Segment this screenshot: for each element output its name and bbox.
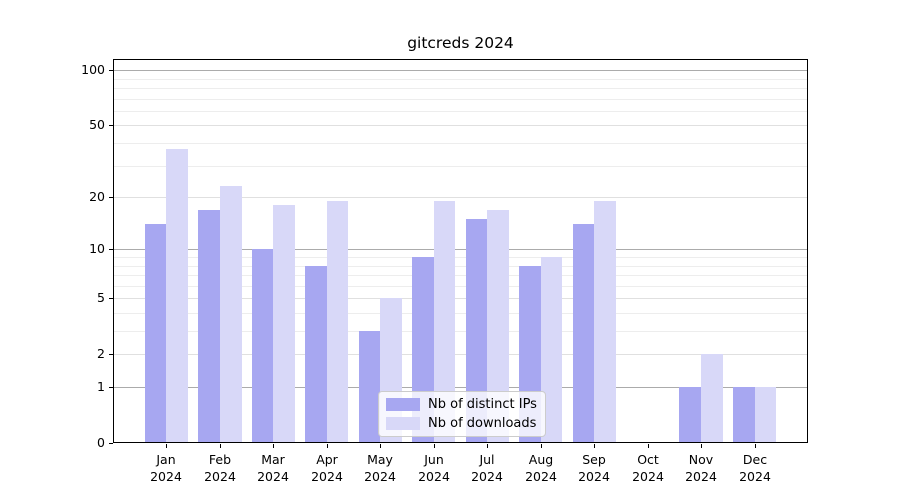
minor-gridline <box>113 111 808 112</box>
gridline <box>113 197 808 198</box>
minor-gridline <box>113 286 808 287</box>
x-tick-label: Feb 2024 <box>204 452 236 484</box>
minor-gridline <box>113 143 808 144</box>
bar-jul-distinct-ips <box>465 219 488 443</box>
y-axis-tick <box>109 443 113 444</box>
bar-feb-distinct-ips <box>198 209 220 443</box>
x-axis-tick <box>434 444 435 448</box>
decade-gridline <box>113 387 808 388</box>
x-tick-label: Sep 2024 <box>578 452 610 484</box>
x-tick-label: Mar 2024 <box>257 452 289 484</box>
bar-may-distinct-ips <box>358 331 381 443</box>
bar-aug-downloads <box>540 256 563 443</box>
decade-gridline <box>113 249 808 250</box>
bar-jan-distinct-ips <box>144 224 167 443</box>
x-axis-tick <box>327 444 328 448</box>
bar-sep-distinct-ips <box>572 224 595 443</box>
y-axis-tick <box>109 197 113 198</box>
bar-apr-distinct-ips <box>305 265 327 443</box>
bar-jan-downloads <box>166 149 189 443</box>
gridline <box>113 298 808 299</box>
axis-border <box>113 59 808 443</box>
x-axis-tick <box>541 444 542 448</box>
minor-gridline <box>113 331 808 332</box>
x-axis-tick <box>487 444 488 448</box>
x-tick-label: Jul 2024 <box>471 452 503 484</box>
legend-item: Nb of distinct IPs <box>386 397 537 412</box>
x-tick-label: Dec 2024 <box>739 452 771 484</box>
y-tick-label: 2 <box>97 346 105 361</box>
minor-gridline <box>113 266 808 267</box>
minor-gridline <box>113 166 808 167</box>
x-tick-label: May 2024 <box>364 452 396 484</box>
bar-apr-downloads <box>326 201 349 443</box>
x-tick-label: Apr 2024 <box>311 452 343 484</box>
x-tick-label: Aug 2024 <box>525 452 557 484</box>
gridline <box>113 354 808 355</box>
y-tick-label: 1 <box>97 379 105 394</box>
gridline <box>113 125 808 126</box>
legend-item: Nb of downloads <box>386 416 537 431</box>
x-axis-tick <box>220 444 221 448</box>
x-tick-label: Jan 2024 <box>150 452 182 484</box>
bar-dec-downloads <box>754 387 777 443</box>
minor-gridline <box>113 257 808 258</box>
legend: Nb of distinct IPs Nb of downloads <box>378 391 546 437</box>
y-axis-tick <box>109 70 113 71</box>
y-tick-label: 5 <box>97 290 105 305</box>
bar-jun-downloads <box>433 201 456 443</box>
bar-mar-distinct-ips <box>251 249 274 443</box>
y-axis-tick <box>109 249 113 250</box>
minor-gridline <box>113 88 808 89</box>
y-axis-tick <box>109 298 113 299</box>
y-tick-label: 10 <box>89 241 105 256</box>
bar-dec-distinct-ips <box>732 387 755 443</box>
x-tick-label: Jun 2024 <box>418 452 450 484</box>
x-axis-tick <box>648 444 649 448</box>
y-tick-label: 100 <box>81 62 105 77</box>
x-axis-tick <box>380 444 381 448</box>
y-axis-tick <box>109 387 113 388</box>
y-axis-tick <box>109 354 113 355</box>
bar-mar-downloads <box>273 205 296 443</box>
minor-gridline <box>113 275 808 276</box>
bar-nov-distinct-ips <box>679 387 702 443</box>
x-axis-tick <box>273 444 274 448</box>
legend-label-downloads: Nb of downloads <box>428 416 537 431</box>
decade-gridline <box>113 70 808 71</box>
x-tick-label: Nov 2024 <box>685 452 717 484</box>
chart-title: gitcreds 2024 <box>407 34 514 52</box>
minor-gridline <box>113 99 808 100</box>
legend-label-distinct-ips: Nb of distinct IPs <box>428 397 537 412</box>
bar-nov-downloads <box>701 354 723 443</box>
y-tick-label: 0 <box>97 435 105 450</box>
legend-swatch-distinct-ips <box>386 398 420 411</box>
minor-gridline <box>113 79 808 80</box>
bar-feb-downloads <box>219 186 242 443</box>
y-tick-label: 50 <box>89 117 105 132</box>
y-axis-tick <box>109 125 113 126</box>
legend-swatch-downloads <box>386 417 420 430</box>
x-axis-tick <box>701 444 702 448</box>
minor-gridline <box>113 313 808 314</box>
x-axis-tick <box>594 444 595 448</box>
x-tick-label: Oct 2024 <box>632 452 664 484</box>
bar-jul-downloads <box>487 209 509 443</box>
x-axis-tick <box>166 444 167 448</box>
bar-sep-downloads <box>594 201 616 443</box>
x-axis-tick <box>755 444 756 448</box>
y-tick-label: 20 <box>89 189 105 204</box>
